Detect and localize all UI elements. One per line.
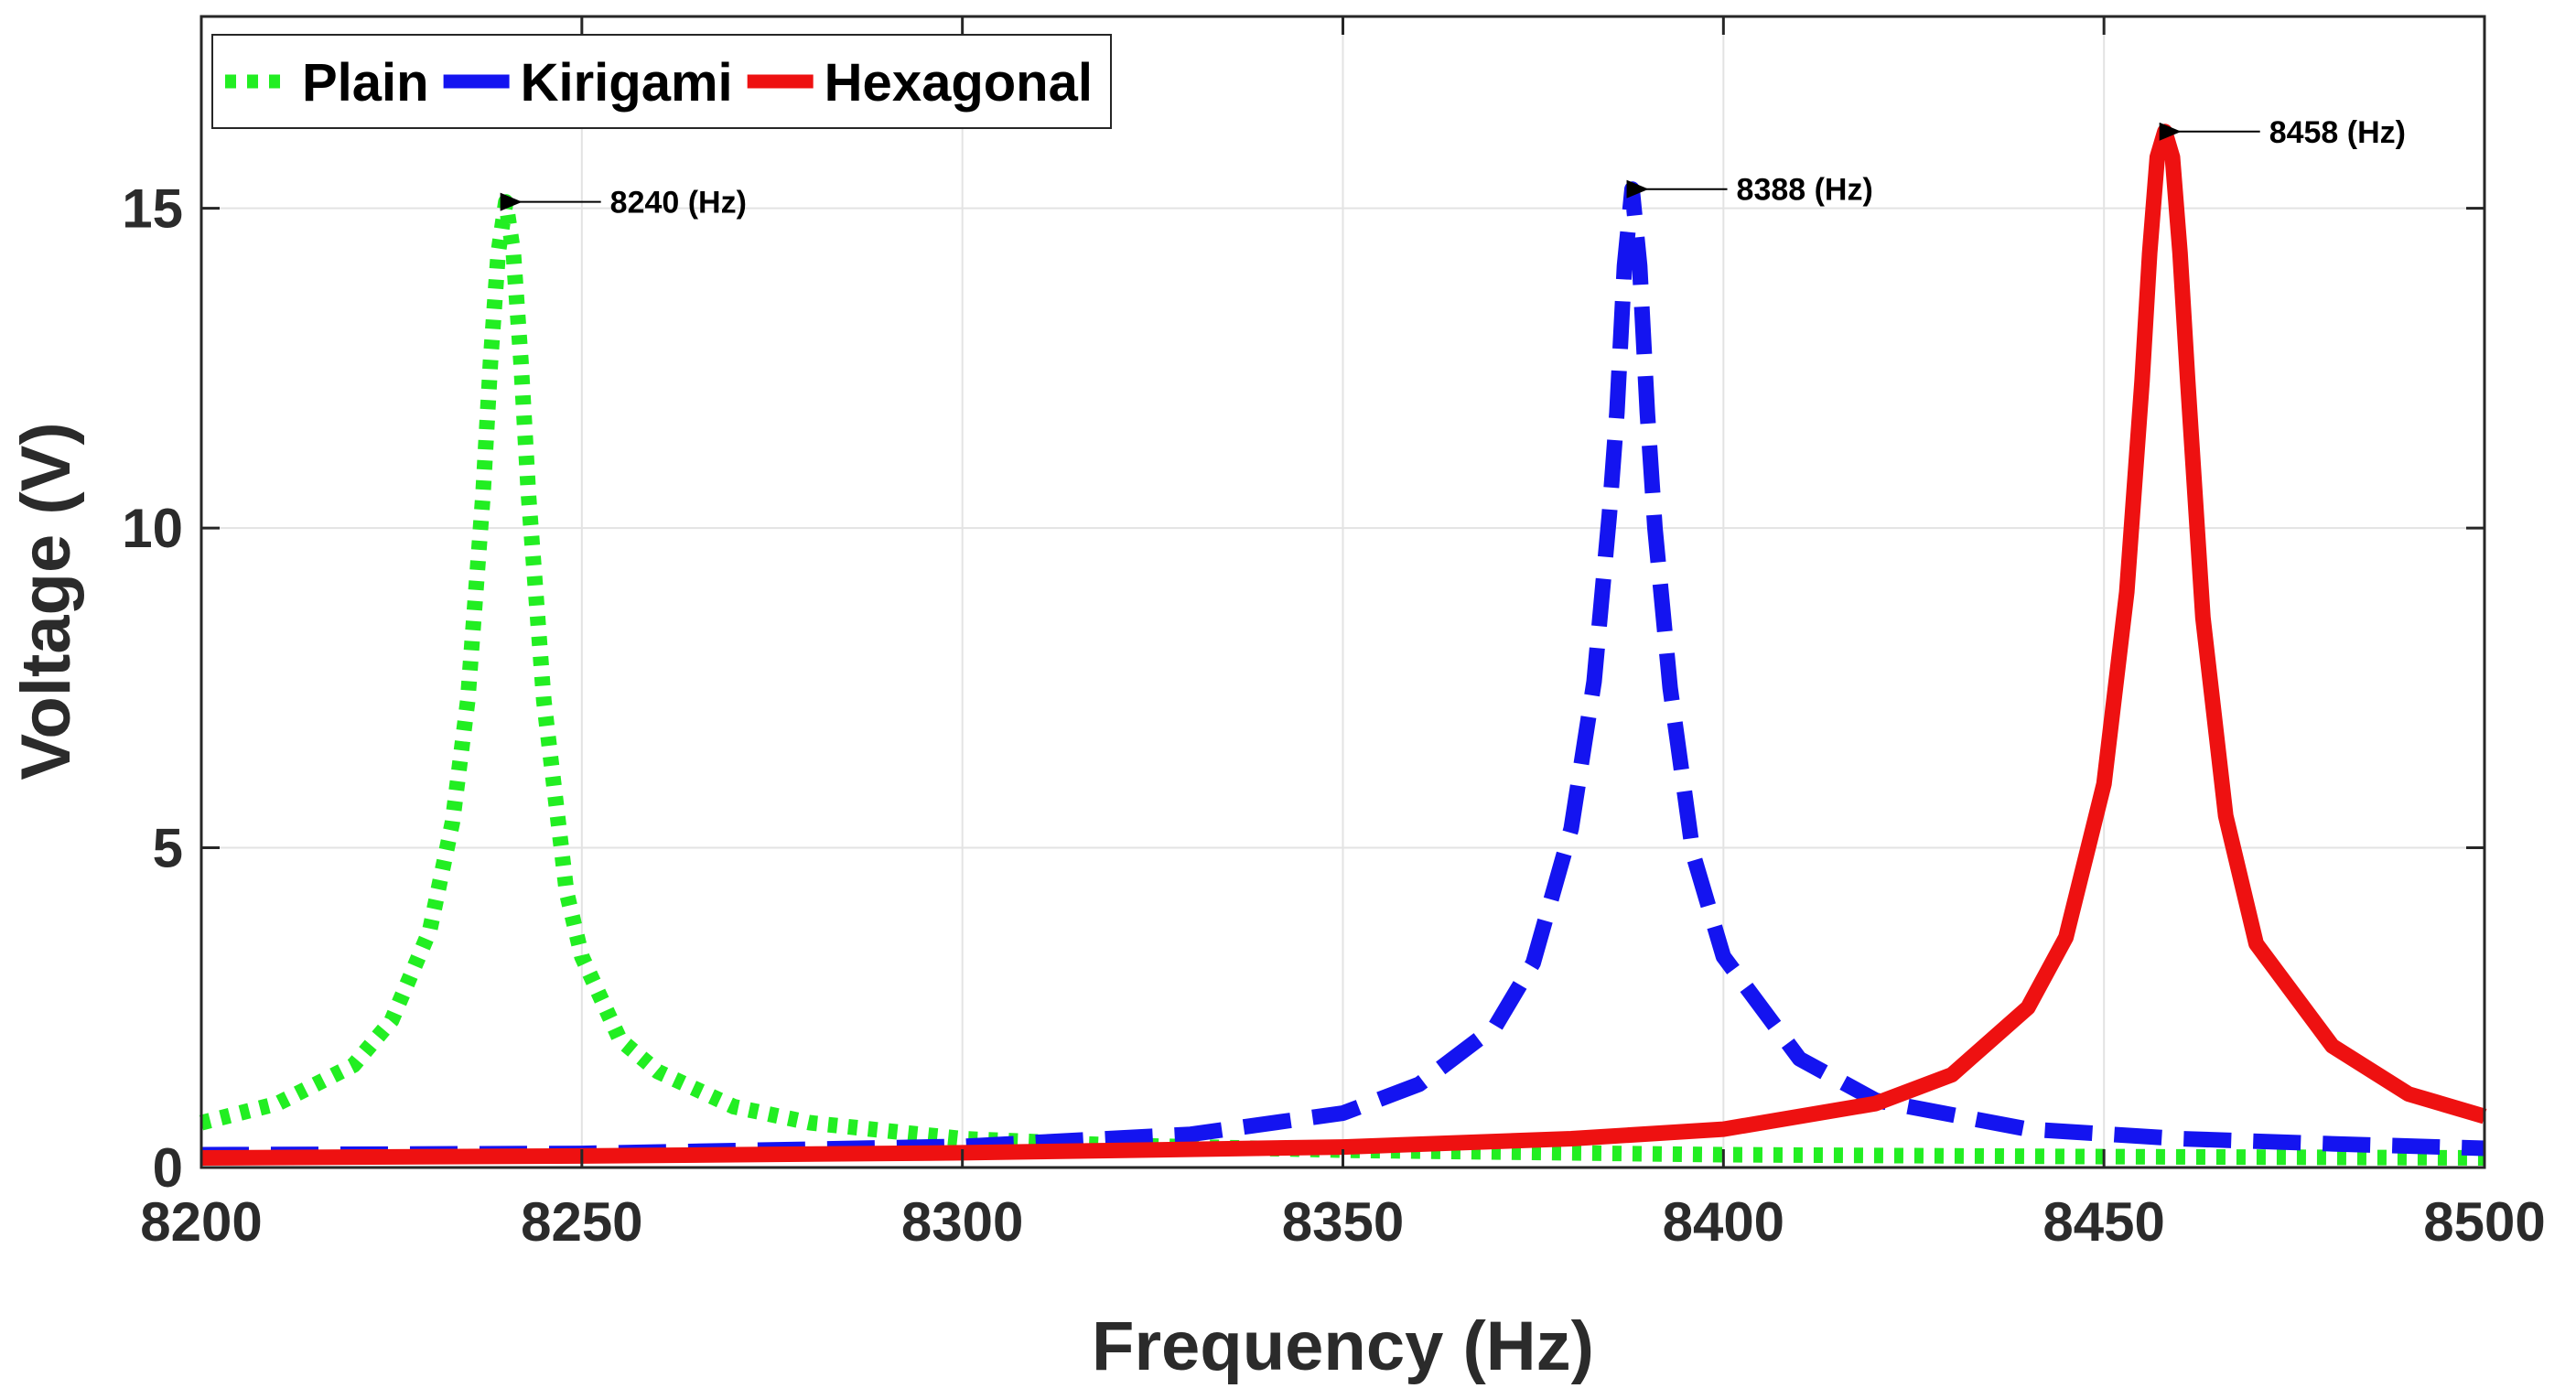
annotation-label: 8388 (Hz)	[1737, 173, 1873, 208]
legend-label-kirigami: Kirigami	[521, 53, 733, 113]
x-tick-label: 8500	[2423, 1191, 2545, 1253]
y-axis-title: Voltage (V)	[7, 422, 85, 780]
x-tick-label: 8200	[140, 1191, 262, 1253]
axis-ticks: 8200 8250 8300 8350 8400 8450 8500 0 5 10 15	[122, 16, 2546, 1253]
y-tick-label: 5	[153, 818, 183, 879]
series-line-plain	[199, 194, 2485, 1166]
annotation-label: 8240 (Hz)	[610, 186, 747, 221]
series-lines	[199, 124, 2487, 1166]
x-tick-label: 8350	[1282, 1191, 1404, 1253]
legend: Plain Kirigami Hexagonal	[211, 34, 1112, 129]
x-tick-label: 8450	[2042, 1191, 2164, 1253]
grid-lines	[200, 16, 2485, 1168]
x-tick-label: 8250	[521, 1191, 642, 1253]
series-line-kirigami	[200, 181, 2485, 1163]
legend-label-hexagonal: Hexagonal	[825, 53, 1093, 113]
x-tick-label: 8400	[1663, 1191, 1784, 1253]
annotation-label: 8458 (Hz)	[2269, 115, 2406, 150]
y-tick-label: 0	[153, 1137, 183, 1199]
x-tick-label: 8300	[901, 1191, 1023, 1253]
series-line-hexagonal	[200, 124, 2487, 1166]
y-tick-label: 10	[122, 498, 183, 559]
legend-items: Plain Kirigami Hexagonal	[225, 53, 1093, 113]
legend-box	[211, 34, 1112, 129]
y-tick-label: 15	[122, 178, 183, 240]
legend-label-plain: Plain	[302, 53, 429, 113]
peak-annotations: 8240 (Hz) 8388 (Hz) 8458 (Hz)	[500, 115, 2406, 221]
x-axis-title: Frequency (Hz)	[1092, 1308, 1594, 1385]
